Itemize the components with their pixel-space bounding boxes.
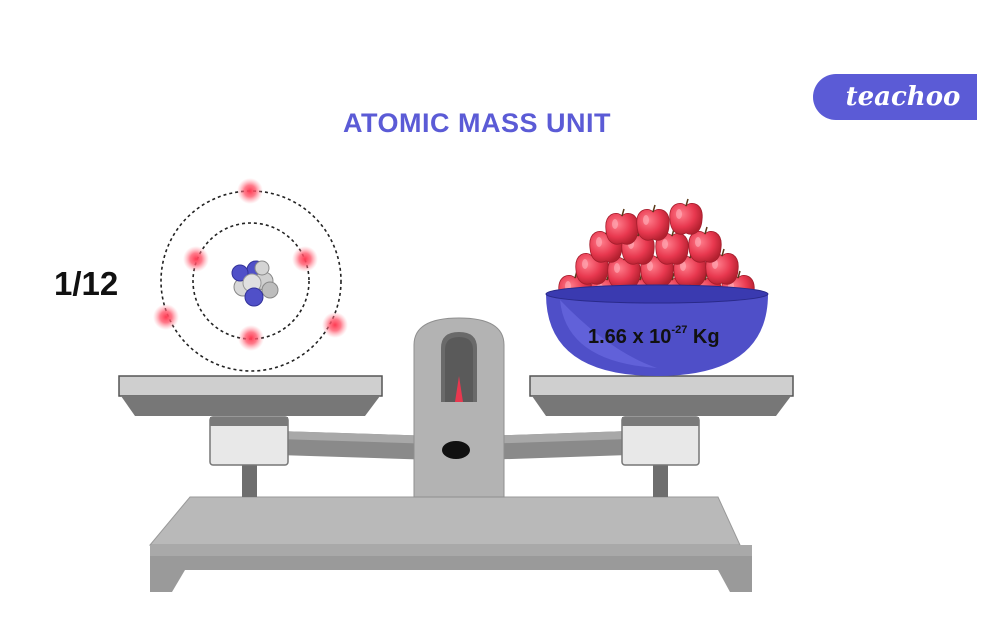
mass-label: 1.66 x 10-27 Kg	[588, 324, 720, 349]
apple-icon	[605, 208, 639, 245]
fraction-label: 1/12	[54, 265, 119, 302]
nucleus-icon	[231, 260, 279, 307]
scale-base	[148, 496, 752, 592]
atom-icon	[153, 178, 348, 372]
left-pan	[118, 375, 383, 497]
electron-icon	[238, 325, 264, 351]
apple-icon	[669, 198, 703, 235]
electron-icon	[183, 246, 209, 272]
electron-icon	[153, 304, 179, 330]
apple-icon	[636, 204, 670, 241]
mass-exponent: -27	[671, 324, 688, 337]
pointer-needle	[455, 376, 463, 402]
electron-icon	[292, 246, 318, 272]
mass-base: 1.66 x 10	[588, 326, 672, 348]
bowl-icon	[545, 284, 769, 376]
scale-pillar	[413, 317, 505, 498]
teachoo-logo: teachoo	[813, 74, 977, 120]
apple-icon	[655, 228, 689, 265]
scale-beam	[248, 430, 660, 460]
electron-icon	[237, 178, 263, 204]
diagram-title: ATOMIC MASS UNIT	[343, 108, 611, 138]
electron-icon	[322, 312, 348, 338]
mass-unit: Kg	[692, 326, 720, 348]
right-pan	[529, 375, 794, 497]
apple-icon	[688, 226, 722, 263]
